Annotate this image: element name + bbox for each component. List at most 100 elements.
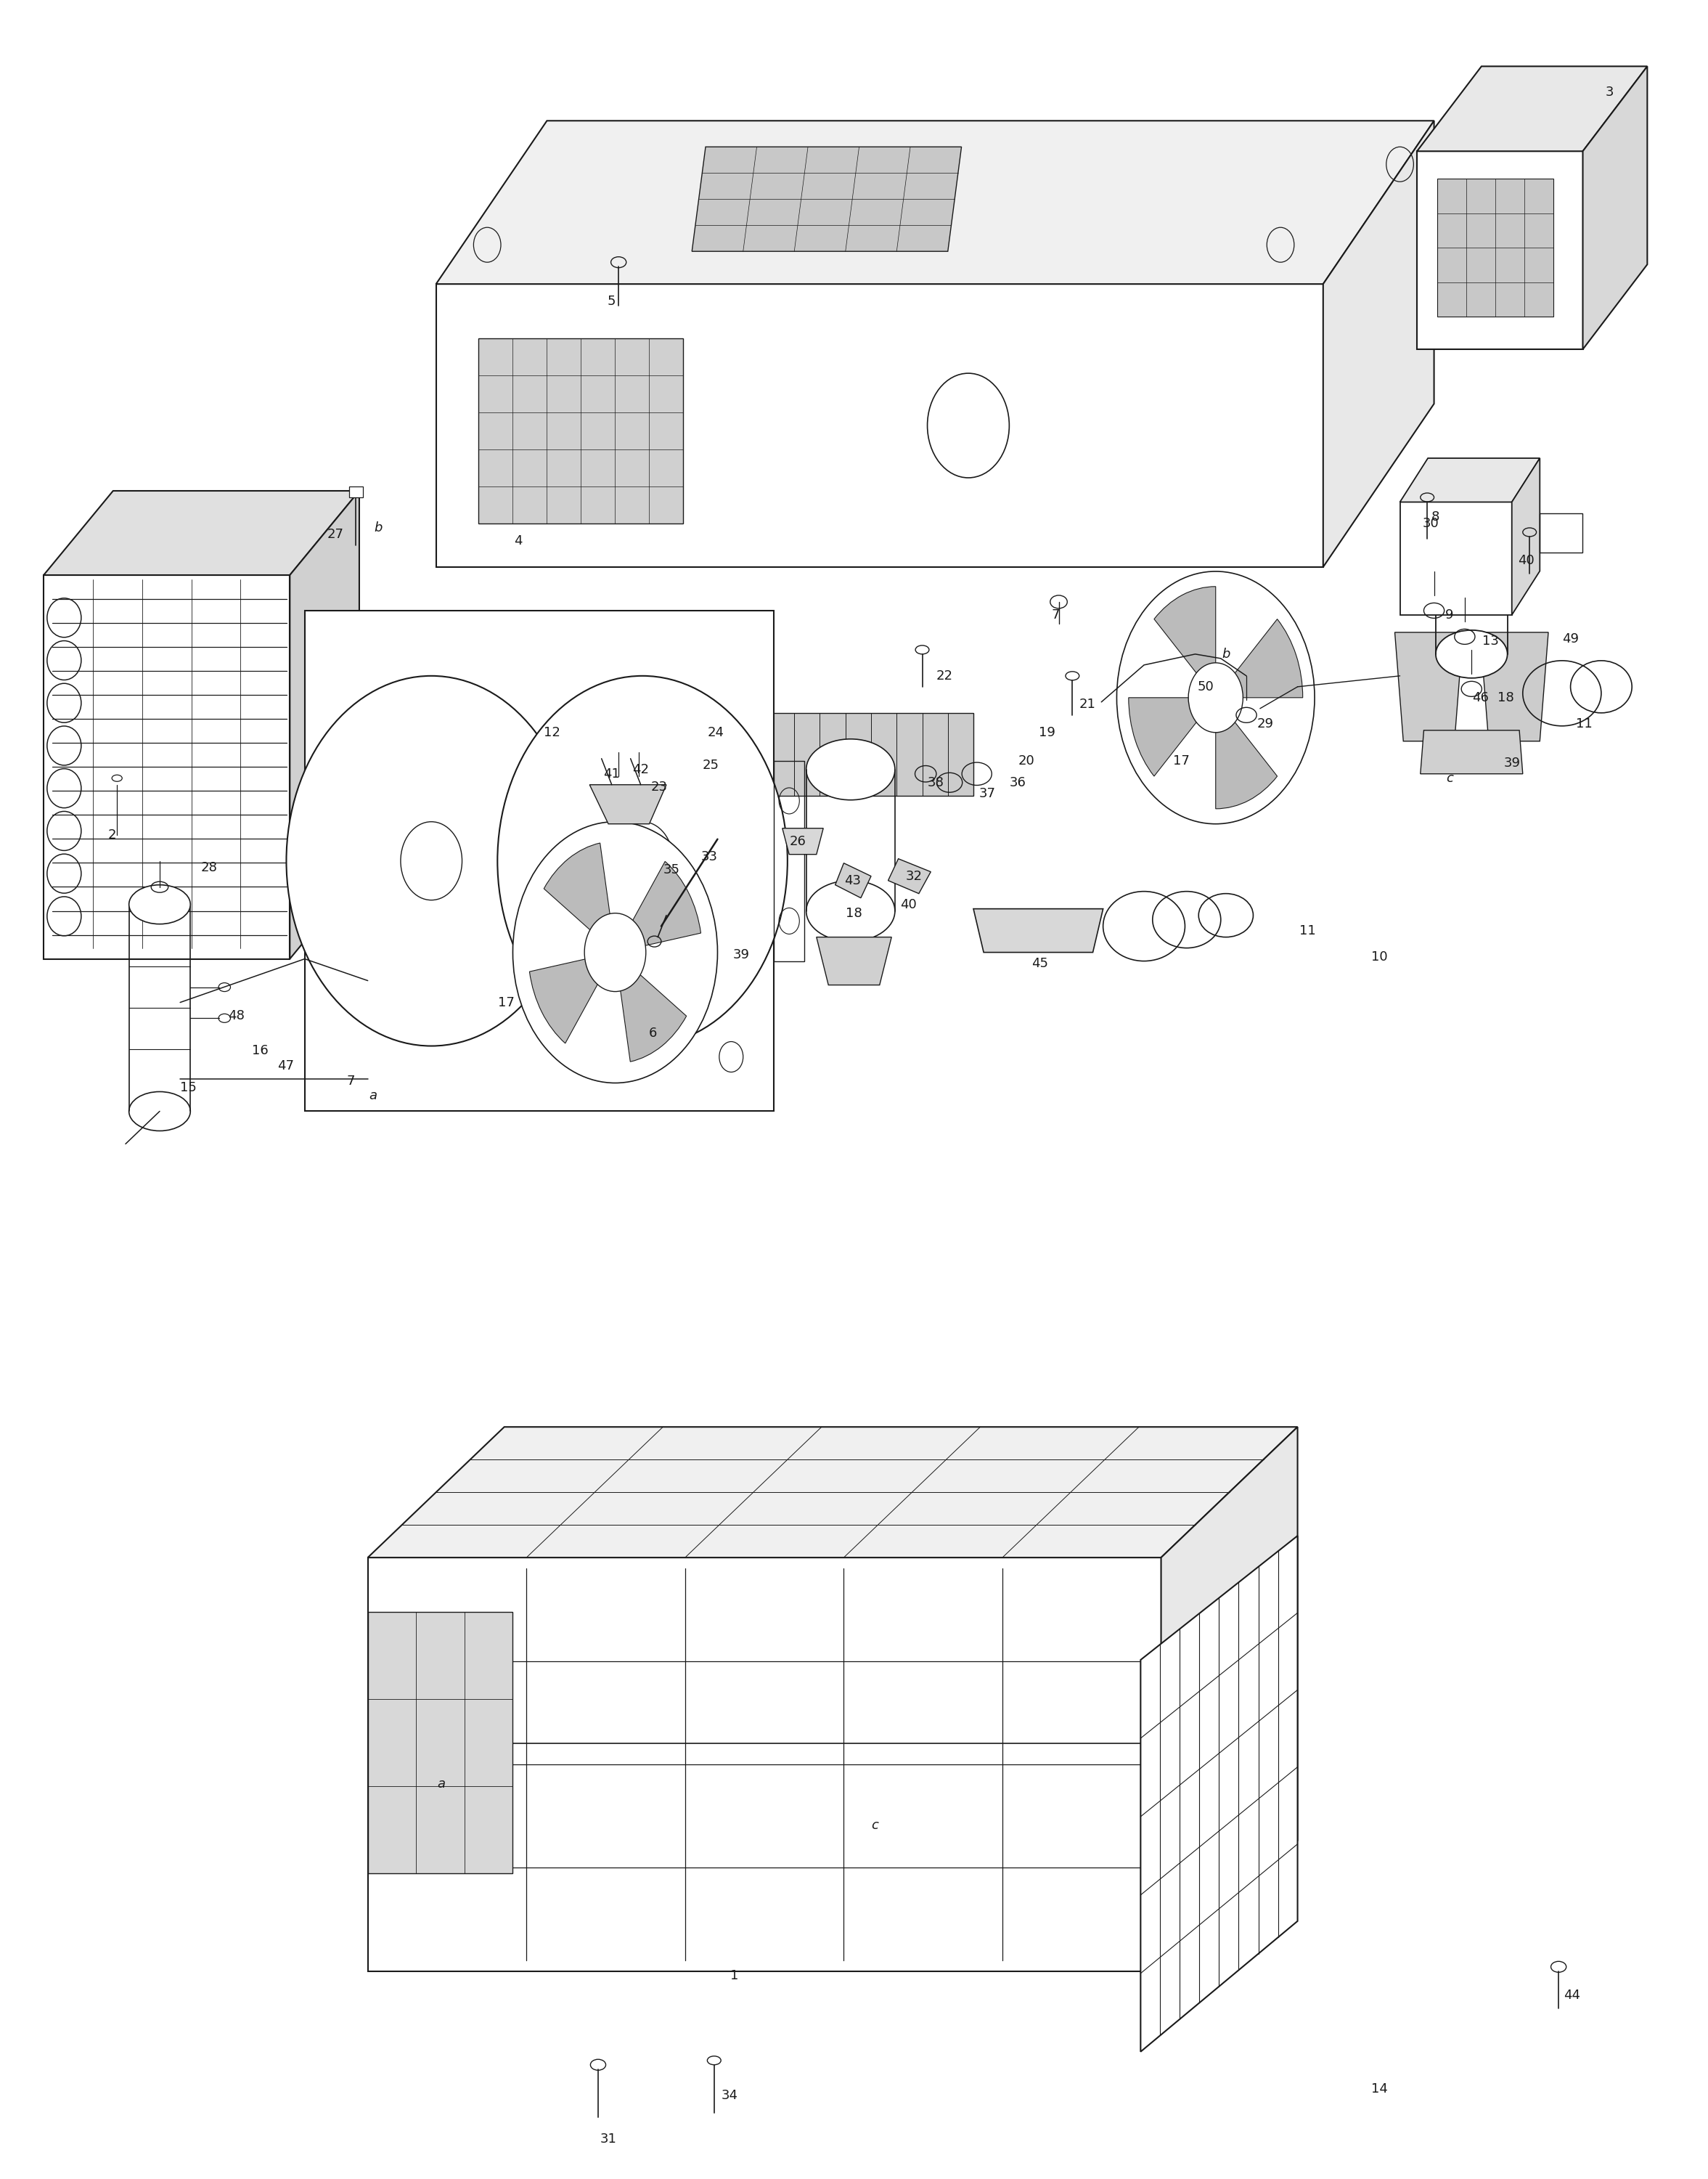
- Text: 33: 33: [700, 850, 717, 863]
- Wedge shape: [1129, 697, 1216, 776]
- Polygon shape: [367, 1612, 512, 1874]
- Text: 35: 35: [663, 863, 680, 876]
- Polygon shape: [816, 937, 892, 985]
- Text: 40: 40: [900, 898, 917, 911]
- Text: 37: 37: [979, 787, 996, 800]
- Text: 8: 8: [1431, 510, 1440, 523]
- Text: 11: 11: [1300, 924, 1317, 937]
- Polygon shape: [367, 1427, 1298, 1558]
- Text: 5: 5: [608, 294, 617, 307]
- Text: 11: 11: [1576, 717, 1592, 730]
- Text: 4: 4: [514, 534, 523, 547]
- Text: 18: 18: [1498, 691, 1513, 704]
- Text: 20: 20: [1018, 754, 1035, 767]
- Polygon shape: [1583, 65, 1647, 349]
- Text: 41: 41: [603, 767, 620, 780]
- Wedge shape: [1155, 586, 1216, 697]
- Text: 30: 30: [1423, 516, 1438, 529]
- Polygon shape: [44, 575, 290, 959]
- Polygon shape: [304, 610, 774, 1111]
- Text: 31: 31: [600, 2133, 617, 2146]
- Text: 34: 34: [721, 2090, 738, 2103]
- Text: 15: 15: [181, 1081, 196, 1094]
- Text: 28: 28: [202, 861, 217, 874]
- Text: 39: 39: [733, 948, 750, 961]
- Text: 25: 25: [702, 758, 719, 771]
- Polygon shape: [1161, 1427, 1298, 1972]
- Circle shape: [1189, 662, 1243, 732]
- Polygon shape: [1418, 65, 1647, 150]
- Ellipse shape: [130, 885, 190, 924]
- Bar: [348, 486, 362, 497]
- Polygon shape: [290, 490, 359, 959]
- Text: 44: 44: [1565, 1989, 1580, 2003]
- Polygon shape: [1512, 458, 1541, 614]
- Polygon shape: [589, 784, 666, 824]
- Polygon shape: [769, 713, 974, 795]
- Polygon shape: [436, 283, 1324, 567]
- Polygon shape: [1418, 150, 1583, 349]
- Text: 12: 12: [543, 726, 560, 739]
- Polygon shape: [1401, 501, 1512, 614]
- Text: 7: 7: [1050, 608, 1059, 621]
- Polygon shape: [692, 146, 962, 251]
- Text: c: c: [1445, 771, 1454, 784]
- Text: 6: 6: [649, 1026, 658, 1039]
- Text: 49: 49: [1563, 632, 1578, 645]
- Text: 36: 36: [1009, 776, 1027, 789]
- Polygon shape: [478, 338, 683, 523]
- Text: 32: 32: [905, 869, 922, 882]
- Polygon shape: [1395, 632, 1464, 741]
- Text: 19: 19: [1038, 726, 1056, 739]
- Text: 17: 17: [1173, 754, 1190, 767]
- Text: 26: 26: [789, 835, 806, 848]
- Circle shape: [1117, 571, 1315, 824]
- Text: 22: 22: [936, 669, 953, 682]
- Text: 9: 9: [1445, 608, 1454, 621]
- Circle shape: [584, 913, 646, 991]
- Text: 21: 21: [1079, 697, 1097, 710]
- Text: 7: 7: [347, 1074, 355, 1087]
- Polygon shape: [44, 490, 359, 575]
- Text: b: b: [374, 521, 383, 534]
- Text: 23: 23: [651, 780, 668, 793]
- Polygon shape: [1438, 179, 1554, 316]
- Ellipse shape: [1436, 547, 1508, 595]
- Text: 16: 16: [253, 1044, 268, 1057]
- Text: 14: 14: [1372, 2083, 1387, 2096]
- Circle shape: [287, 675, 576, 1046]
- Wedge shape: [1216, 697, 1278, 808]
- Text: 3: 3: [1606, 85, 1614, 98]
- Polygon shape: [436, 120, 1435, 283]
- Polygon shape: [782, 828, 823, 854]
- Text: 48: 48: [229, 1009, 244, 1022]
- Text: 10: 10: [1372, 950, 1387, 963]
- Text: 42: 42: [632, 763, 649, 776]
- Polygon shape: [888, 859, 931, 893]
- Circle shape: [512, 821, 717, 1083]
- Polygon shape: [1141, 1536, 1298, 2053]
- Ellipse shape: [1436, 630, 1508, 678]
- Polygon shape: [974, 909, 1103, 952]
- Text: 17: 17: [497, 996, 514, 1009]
- Text: 38: 38: [927, 776, 945, 789]
- Text: 50: 50: [1197, 680, 1214, 693]
- Text: 40: 40: [1518, 553, 1534, 567]
- Circle shape: [632, 848, 652, 874]
- Polygon shape: [1481, 632, 1549, 741]
- Text: 24: 24: [707, 726, 724, 739]
- Text: 45: 45: [1032, 957, 1049, 970]
- Wedge shape: [543, 843, 615, 952]
- Circle shape: [497, 675, 787, 1046]
- Wedge shape: [529, 952, 615, 1044]
- Text: b: b: [1221, 647, 1230, 660]
- Text: 2: 2: [108, 828, 116, 841]
- Text: 18: 18: [845, 906, 863, 920]
- Text: a: a: [437, 1778, 446, 1791]
- Wedge shape: [615, 952, 687, 1061]
- Text: 1: 1: [731, 1970, 738, 1983]
- Text: 29: 29: [1257, 717, 1274, 730]
- Text: 27: 27: [326, 527, 343, 540]
- Wedge shape: [615, 861, 700, 952]
- Text: 46: 46: [1472, 691, 1488, 704]
